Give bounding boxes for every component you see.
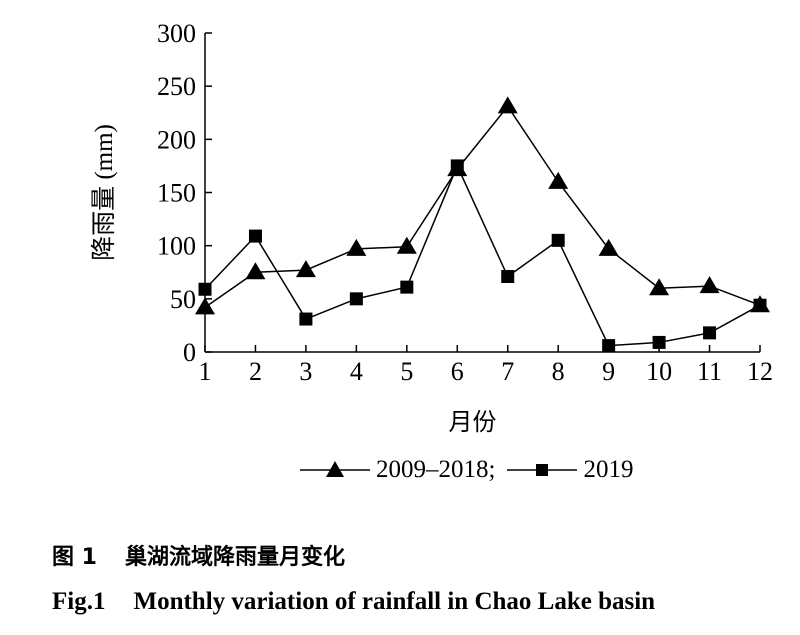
triangle-marker [548,171,569,189]
x-tick-label: 11 [697,357,722,386]
square-marker [198,282,212,296]
figure-caption-chinese: 图 1 巢湖流域降雨量月变化 [52,539,345,571]
triangle-marker [195,297,215,315]
triangle-marker [346,238,367,256]
x-tick-label: 12 [747,357,773,386]
figure-caption-english: Fig.1 Monthly variation of rainfall in Ch… [52,588,655,616]
x-tick-label: 4 [350,357,363,386]
legend-label-series-1: 2009–2018; [376,456,496,483]
square-marker [349,292,363,306]
series-1 [195,96,770,315]
legend-square-marker [507,464,578,476]
figure-number-english: Fig.1 [52,588,106,615]
triangle-marker [396,236,417,254]
series-2-line [204,164,761,347]
square-marker [299,312,313,326]
y-tick-label: 50 [170,285,196,314]
square-marker [501,270,515,284]
x-tick-label: 8 [552,357,565,386]
y-tick-label: 200 [157,125,196,154]
square-marker [703,326,717,340]
legend-label-series-2: 2019 [583,456,634,483]
x-tick-label: 10 [646,357,672,386]
x-ticks: 1 2 3 4 5 6 7 8 9 10 11 12 [199,345,773,386]
square-marker [753,298,767,312]
series-2 [198,159,767,353]
y-tick-label: 150 [157,179,196,208]
triangle-marker [699,276,720,294]
series-1-line [204,105,761,308]
square-marker [551,233,565,247]
axes [204,33,760,353]
x-axis-label: 月份 [449,408,497,436]
triangle-marker [598,238,619,256]
square-marker [400,280,414,294]
x-tick-label: 2 [249,357,262,386]
triangle-marker [245,262,266,280]
legend-item-series-1: 2009–2018; [300,455,507,485]
y-tick-label: 300 [157,19,196,48]
x-tick-label: 5 [400,357,413,386]
y-axis-label: 降雨量 (mm) [90,124,118,261]
x-tick-label: 1 [199,357,212,386]
x-tick-label: 7 [501,357,514,386]
square-marker [450,159,464,173]
legend: 2009–2018; 2019 [300,452,645,488]
legend-triangle-marker [300,461,370,477]
x-tick-label: 3 [299,357,312,386]
x-tick-label: 9 [602,357,615,386]
y-tick-label: 250 [157,72,196,101]
figure-number-chinese: 图 1 [52,545,97,570]
y-ticks: 0 50 100 150 200 250 300 [157,19,212,367]
y-tick-label: 0 [183,338,196,367]
figure-title-english: Monthly variation of rainfall in Chao La… [133,588,656,615]
y-tick-label: 100 [157,232,196,261]
square-marker [602,339,616,353]
triangle-marker [497,96,518,114]
square-marker [652,335,666,349]
triangle-marker [649,278,670,296]
figure-title-chinese: 巢湖流域降雨量月变化 [124,545,345,570]
square-marker [248,229,262,243]
x-tick-label: 6 [451,357,464,386]
triangle-marker [295,260,316,278]
series-group [195,96,770,353]
legend-item-series-2: 2019 [507,455,645,485]
